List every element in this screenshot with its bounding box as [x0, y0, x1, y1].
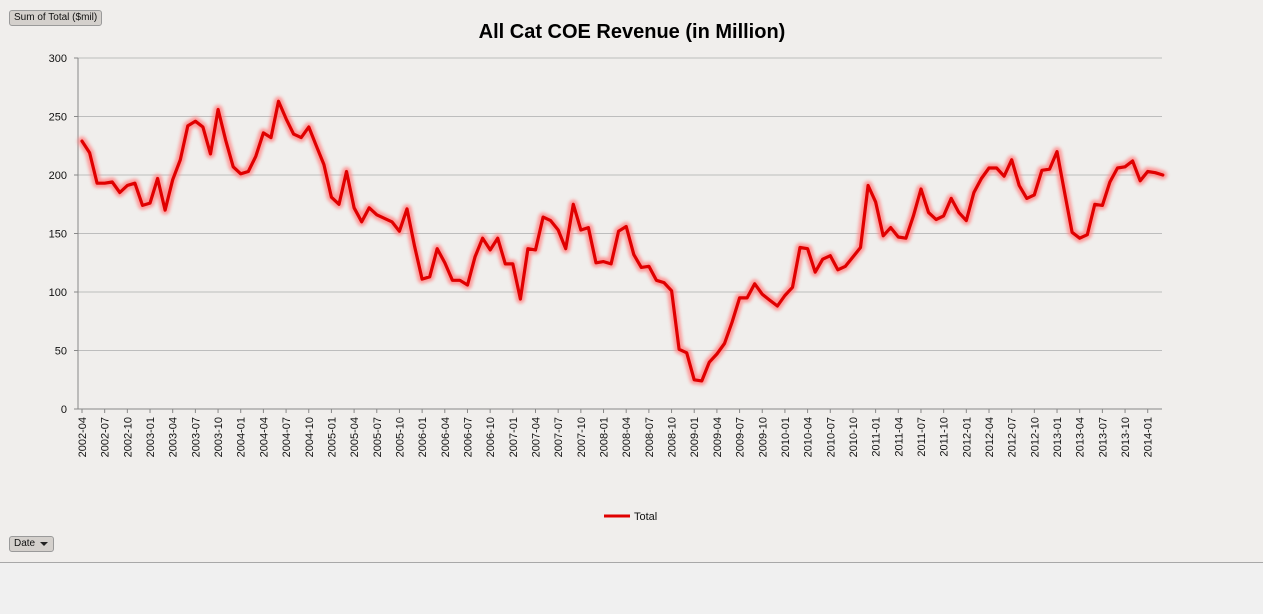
- x-tick-label: 2013-10: [1120, 417, 1132, 457]
- x-tick-label: 2004-07: [281, 417, 293, 457]
- x-tick-label: 2011-10: [939, 417, 951, 457]
- x-tick-label: 2009-04: [712, 417, 724, 457]
- x-tick-label: 2008-07: [644, 417, 656, 457]
- y-tick-label: 50: [55, 346, 67, 358]
- x-tick-label: 2009-10: [757, 417, 769, 457]
- sheet-background: [0, 563, 1263, 614]
- x-tick-label: 2006-10: [485, 417, 497, 457]
- x-tick-label: 2002-07: [100, 417, 112, 457]
- x-tick-label: 2005-04: [349, 417, 361, 457]
- x-tick-label: 2004-10: [304, 417, 316, 457]
- chart-frame: [0, 562, 1263, 563]
- x-tick-label: 2006-07: [462, 417, 474, 457]
- y-tick-label: 0: [61, 404, 67, 416]
- x-tick-label: 2012-01: [961, 417, 973, 457]
- axes: 0 50 100 150 200 250 300 2002-04 2002-07 2002-10 2…: [49, 53, 1162, 457]
- x-tick-label: 2012-07: [1007, 417, 1019, 457]
- y-tick-label: 150: [49, 229, 67, 241]
- x-tick-label: 2008-01: [599, 417, 611, 457]
- y-tick-label: 200: [49, 170, 67, 182]
- x-tick-label: 2013-01: [1052, 417, 1064, 457]
- date-field-label: Date: [14, 538, 36, 549]
- x-tick-label: 2004-04: [258, 417, 270, 457]
- x-tick-label: 2009-07: [735, 417, 747, 457]
- x-tick-label: 2008-10: [667, 417, 679, 457]
- y-tick-label: 250: [49, 112, 67, 124]
- x-tick-label: 2004-01: [236, 417, 248, 457]
- x-tick-label: 2010-01: [780, 417, 792, 457]
- x-tick-label: 2012-10: [1029, 417, 1041, 457]
- x-tick-label: 2007-04: [531, 417, 543, 457]
- series-total: [77, 96, 1168, 386]
- chart-title: All Cat COE Revenue (in Million): [479, 21, 786, 43]
- x-tick-label: 2013-04: [1075, 417, 1087, 457]
- x-tick-label: 2011-07: [916, 417, 928, 457]
- x-tick-label: 2009-01: [689, 417, 701, 457]
- x-tick-label: 2003-01: [145, 417, 157, 457]
- x-tick-label: 2003-07: [190, 417, 202, 457]
- x-tick-label: 2002-04: [77, 417, 89, 457]
- series-line-total[interactable]: [80, 99, 1165, 383]
- line-chart: All Cat COE Revenue (in Million) 0 50 100 1…: [49, 21, 1168, 523]
- legend-label-total[interactable]: Total: [634, 511, 657, 523]
- x-tick-label: 2006-04: [440, 417, 452, 457]
- x-tick-label: 2003-10: [213, 417, 225, 457]
- dropdown-arrow-icon[interactable]: [40, 542, 49, 546]
- x-tick-label: 2005-01: [326, 417, 338, 457]
- x-tick-label: 2010-04: [803, 417, 815, 457]
- values-field-button[interactable]: Sum of Total ($mil): [9, 10, 103, 26]
- x-tick-label: 2007-10: [576, 417, 588, 457]
- x-tick-label: 2013-07: [1097, 417, 1109, 457]
- x-tick-label: 2006-01: [417, 417, 429, 457]
- x-tick-label: 2005-07: [372, 417, 384, 457]
- x-tick-label: 2008-04: [621, 417, 633, 457]
- x-tick-label: 2011-01: [871, 417, 883, 457]
- x-tick-label: 2007-01: [508, 417, 520, 457]
- x-tick-label: 2012-04: [984, 417, 996, 457]
- x-tick-label: 2010-10: [848, 417, 860, 457]
- gridlines: [78, 57, 1162, 351]
- x-tick-label: 2003-04: [168, 417, 180, 457]
- y-tick-label: 300: [49, 53, 67, 65]
- x-tick-label: 2011-04: [893, 417, 905, 457]
- date-field-button[interactable]: Date: [9, 536, 55, 552]
- x-tick-label: 2002-10: [122, 417, 134, 457]
- x-tick-label: 2007-07: [553, 417, 565, 457]
- x-tick-label: 2014-01: [1143, 417, 1155, 457]
- x-tick-label: 2005-10: [394, 417, 406, 457]
- series-glow: [77, 96, 1168, 386]
- x-tick-label: 2010-07: [825, 417, 837, 457]
- y-tick-label: 100: [49, 287, 67, 299]
- legend: Total: [604, 511, 657, 523]
